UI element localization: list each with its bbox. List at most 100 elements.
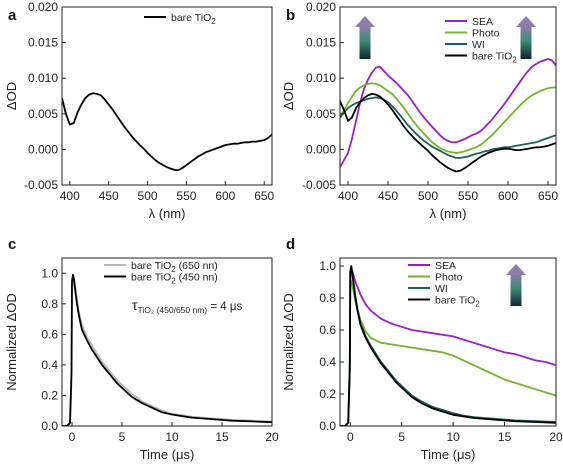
plot-frame	[339, 257, 557, 427]
legend-entry-suffix: (650 nn)	[176, 260, 218, 272]
series-group	[340, 58, 556, 173]
legend-entry: SEA	[472, 16, 493, 28]
panel-letter-c: c	[8, 236, 16, 253]
plot-frame	[61, 257, 273, 427]
x-tick-label: 500	[138, 189, 158, 203]
legend-entry-text: bare TiO	[472, 51, 512, 63]
x-tick-label: 650	[254, 189, 274, 203]
y-tick-label: 0.010	[306, 71, 336, 85]
y-tick-label: 0.010	[28, 71, 58, 85]
legend-entry: bare TiO2	[435, 295, 480, 309]
x-tick-label: 400	[60, 189, 80, 203]
x-tick-label: 5	[119, 430, 126, 444]
legend-entry-text: Photo	[472, 28, 500, 40]
gradient-arrow-shaft	[510, 274, 522, 306]
gradient-arrow-right-shaft	[520, 26, 532, 59]
y-tick-label: 0.000	[306, 142, 336, 156]
y-tick-label: 0.8	[319, 291, 336, 305]
legend-entry-text: WI	[435, 283, 448, 295]
series-line-photo	[340, 277, 556, 426]
y-tick-label: 1.0	[319, 259, 336, 273]
plot-frame	[339, 6, 557, 186]
gradient-arrow	[506, 264, 526, 306]
legend-entry: WI	[435, 283, 448, 295]
legend-entry-text: SEA	[435, 260, 456, 272]
y-tick-label: 0.015	[306, 36, 336, 50]
x-tick-label: 0	[347, 430, 354, 444]
x-tick-label: 500	[418, 189, 438, 203]
legend-entry: WI	[472, 39, 485, 51]
x-tick-label: 10	[446, 430, 460, 444]
gradient-arrow-left-head	[355, 16, 375, 27]
y-tick-label: 0.2	[319, 387, 336, 401]
panel-letter-a: a	[8, 7, 17, 24]
x-axis-label: Time (μs)	[140, 447, 195, 462]
legend-entry-text: Photo	[435, 272, 463, 284]
y-tick-label: 0.005	[28, 107, 58, 121]
y-tick-label: 0.015	[28, 36, 58, 50]
y-tick-label: 0.2	[41, 388, 58, 402]
y-axis-label: Normalized ΔOD	[281, 293, 296, 391]
y-tick-label: 0.0	[41, 419, 58, 433]
legend-entry-text: bare TiO	[171, 12, 211, 24]
series-line-photo	[340, 82, 556, 154]
legend-entry: Photo	[435, 272, 463, 284]
x-tick-label: 600	[215, 189, 235, 203]
gradient-arrow-head	[506, 264, 526, 275]
legend-entry-text: bare TiO	[131, 260, 171, 272]
legend-entry: Photo	[472, 28, 500, 40]
y-tick-label: 0.0	[319, 419, 336, 433]
x-axis-label: Time (μs)	[421, 447, 476, 462]
y-tick-label: 1.0	[41, 266, 58, 280]
legend-entry: bare TiO2	[472, 51, 517, 65]
x-tick-label: 400	[338, 189, 358, 203]
y-tick-label: 0.4	[41, 358, 58, 372]
series-group	[340, 265, 556, 426]
tau-value: = 4 μs	[207, 301, 242, 313]
legend-entry-text: SEA	[472, 16, 493, 28]
y-tick-label: -0.005	[24, 178, 58, 192]
x-tick-label: 15	[498, 430, 512, 444]
gradient-arrow-right	[516, 16, 536, 59]
series-line-wi	[340, 96, 556, 159]
legend-entry-subscript: 2	[171, 277, 176, 286]
panel-letter-d: d	[286, 236, 295, 253]
legend-entry-subscript: 2	[171, 265, 176, 274]
x-tick-label: 550	[458, 189, 478, 203]
y-tick-label: 0.6	[319, 323, 336, 337]
gradient-arrow-right-head	[516, 16, 536, 27]
y-axis-label: Normalized ΔOD	[4, 293, 19, 391]
y-tick-label: 0.8	[41, 297, 58, 311]
panel-c: c 0 5 10 15 20 0.0 0.2 0.4 0.6 0.8 1.0 Time (μs) Norm…	[4, 236, 279, 462]
x-tick-label: 600	[498, 189, 518, 203]
tau-annotation: τTiO₂ (450/650 nm) = 4 μs	[132, 297, 242, 315]
panel-d: d 0 5 10 15 20 0.0 0.2 0.4 0.6 0.8 1.0 Time (μs) Norm…	[281, 236, 563, 462]
x-axis-label: λ (nm)	[149, 206, 186, 221]
series-group	[62, 92, 272, 171]
x-tick-label: 0	[69, 430, 76, 444]
x-axis-label: λ (nm)	[430, 206, 467, 221]
legend: bare TiO2 (650 nn) bare TiO2 (450 nn)	[104, 260, 218, 286]
plot-frame	[61, 6, 273, 186]
legend-entry-subscript: 2	[512, 56, 517, 65]
series-line-sea	[340, 58, 556, 168]
legend-entry-text: bare TiO	[131, 272, 171, 284]
legend-entry-text: WI	[472, 39, 485, 51]
series-group	[62, 273, 272, 426]
series-line-bare-tio2	[340, 93, 556, 173]
legend-entry-subscript: 2	[475, 300, 480, 309]
legend: bare TiO2	[144, 12, 216, 26]
y-tick-label: 0.000	[28, 142, 58, 156]
x-tick-label: 450	[378, 189, 398, 203]
legend-entry-suffix: (450 nn)	[176, 272, 218, 284]
x-tick-label: 550	[176, 189, 196, 203]
x-tick-label: 15	[215, 430, 229, 444]
series-line-bare-tio2	[340, 265, 556, 426]
panel-a: a 400 450 500 550 600 650 -0.005 0.000 0.005 0.010…	[4, 0, 275, 221]
x-tick-label: 10	[165, 430, 179, 444]
legend-entry-text: bare TiO	[435, 295, 475, 307]
legend-entry-subscript: 2	[211, 17, 216, 26]
y-tick-label: 0.020	[28, 0, 58, 14]
